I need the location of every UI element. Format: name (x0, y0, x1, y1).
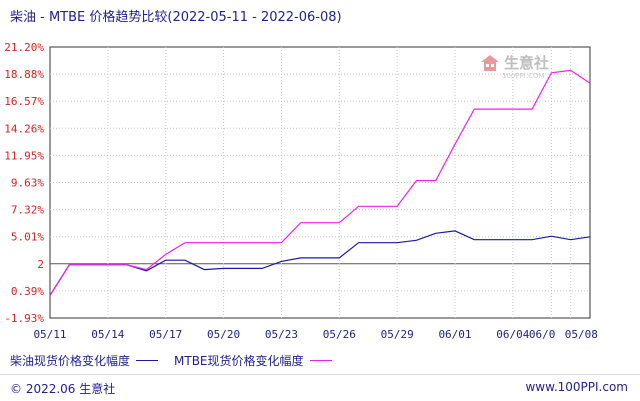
y-tick-label: 18.88% (4, 68, 44, 81)
x-tick-label: 05/14 (91, 328, 124, 341)
legend-label-diesel: 柴油现货价格变化幅度 (10, 354, 131, 368)
footer-copyright: © 2022.06 生意社 (10, 382, 116, 396)
series-lines (49, 69, 591, 296)
watermark-subtext: 100PPI.COM (502, 72, 545, 80)
house-icon (481, 54, 499, 71)
y-tick-label: -1.93% (4, 312, 44, 325)
legend-label-mtbe: MTBE现货价格变化幅度 (174, 354, 304, 368)
x-tick-label: 05/08 (565, 328, 598, 341)
x-tick-label: 05/26 (323, 328, 356, 341)
y-tick-label: 9.63% (11, 177, 44, 190)
y-tick-label: 5.01% (11, 231, 44, 244)
y-tick-label: 0.39% (11, 285, 44, 298)
y-tick-label: 14.26% (4, 122, 44, 135)
x-tick-label: 05/17 (149, 328, 182, 341)
legend-item-diesel: 柴油现货价格变化幅度 (10, 352, 159, 369)
footer: © 2022.06 生意社 www.100PPI.com (0, 374, 640, 401)
legend-swatch-diesel (136, 360, 159, 361)
x-tick-label: 05/20 (207, 328, 240, 341)
watermark-logo: 生意社 100PPI.COM (480, 52, 550, 80)
y-axis-ticks: 21.20% 18.88% 16.57% 14.26% 11.95% 9.63% 7.32%… (4, 41, 44, 325)
series-line-diesel (49, 230, 591, 296)
y-tick-label: 2 (37, 258, 44, 271)
footer-site-link[interactable]: www.100PPI.com (525, 380, 628, 394)
legend: 柴油现货价格变化幅度 MTBE现货价格变化幅度 (10, 352, 348, 369)
x-tick-label: 05/23 (265, 328, 298, 341)
y-tick-label: 16.57% (4, 95, 44, 108)
y-tick-label: 7.32% (11, 204, 44, 217)
x-tick-label: 06/04 (496, 328, 529, 341)
x-tick-label: 05/11 (33, 328, 66, 341)
x-tick-label: 05/29 (381, 328, 414, 341)
x-axis-ticks: 05/11 05/14 05/17 05/20 05/23 05/26 05/29 06/01… (33, 328, 597, 341)
y-tick-label: 21.20% (4, 41, 44, 54)
grid (49, 46, 591, 319)
series-line-mtbe (49, 69, 591, 296)
x-tick-label: 06/01 (438, 328, 471, 341)
line-chart: 21.20% 18.88% 16.57% 14.26% 11.95% 9.63% 7.32%… (4, 41, 598, 341)
x-tick-label: 06/0 (529, 328, 556, 341)
y-tick-label: 11.95% (4, 149, 44, 162)
legend-swatch-mtbe (309, 360, 332, 361)
chart-title: 柴油 - MTBE 价格趋势比较(2022-05-11 - 2022-06-08… (10, 10, 342, 25)
legend-item-mtbe: MTBE现货价格变化幅度 (174, 352, 332, 369)
watermark-text: 生意社 (504, 54, 550, 72)
